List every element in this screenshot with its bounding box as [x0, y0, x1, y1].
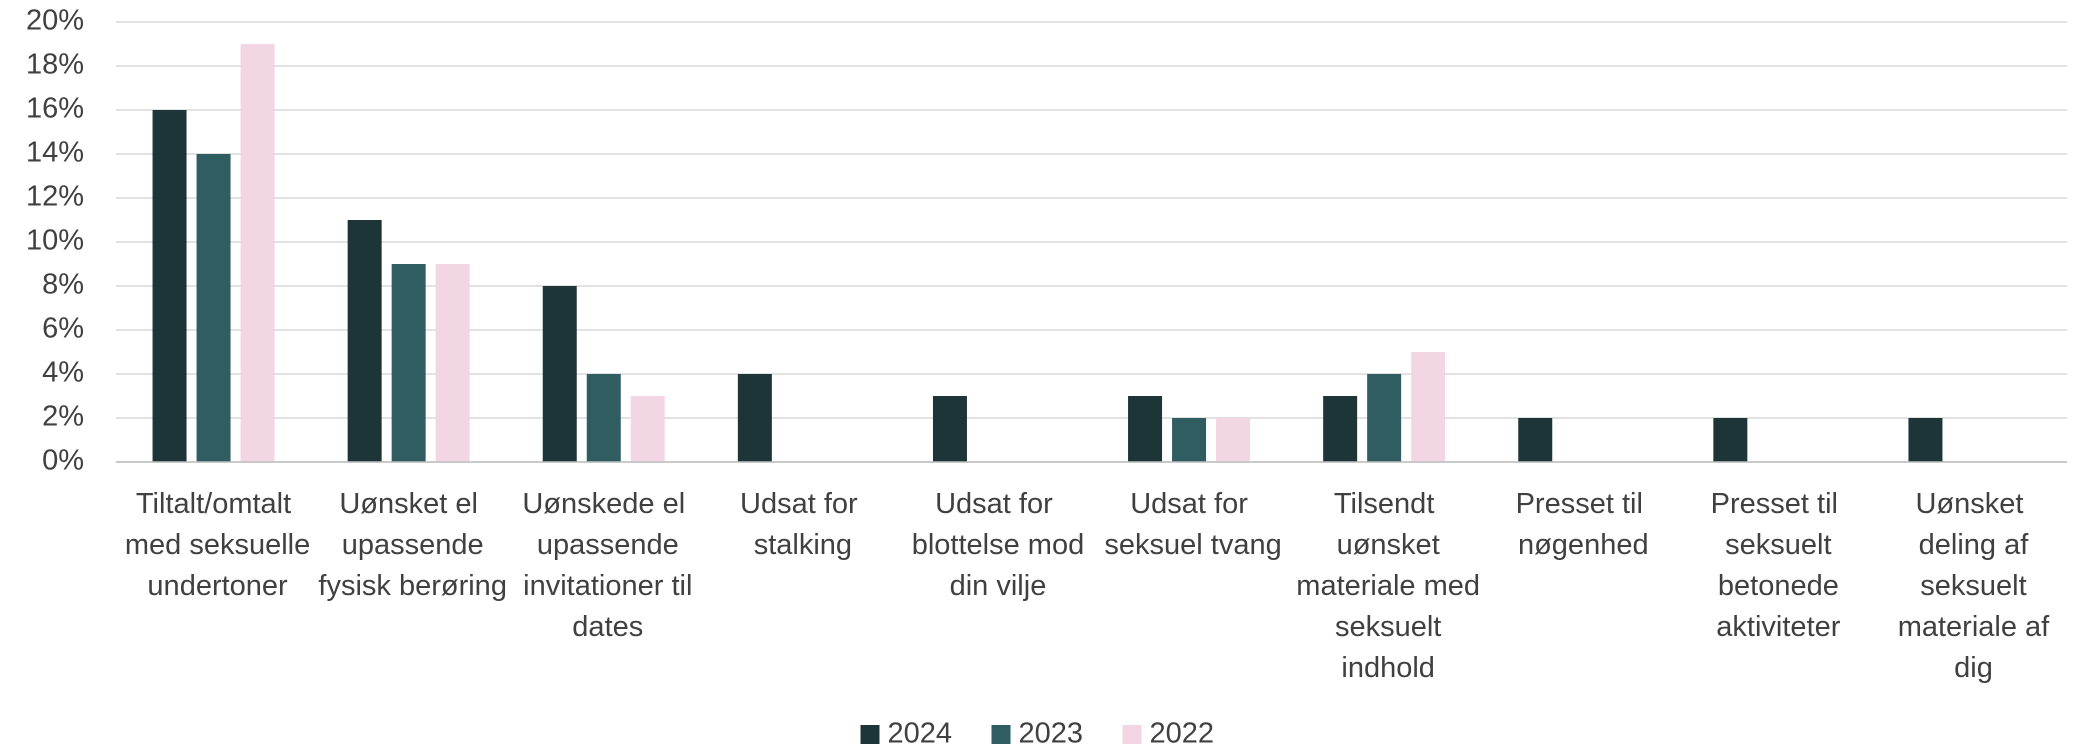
bar	[1216, 418, 1251, 462]
y-tick-label: 2%	[42, 401, 84, 433]
x-tick-label: Udsat for seksuel tvang	[1096, 488, 1281, 561]
bar	[1518, 418, 1553, 462]
bar	[1128, 396, 1163, 462]
y-tick-label: 14%	[26, 137, 84, 169]
x-tick-label: Udsat for stalking	[740, 488, 858, 561]
y-tick-label: 20%	[26, 5, 84, 37]
bar	[240, 44, 275, 462]
y-tick-label: 16%	[26, 93, 84, 125]
bar	[152, 110, 187, 462]
bar	[347, 220, 382, 462]
x-tick-label: Tiltalt/omtalt med seksuelle undertoner	[117, 488, 310, 602]
legend-swatch	[1122, 725, 1142, 744]
bar	[1367, 374, 1402, 462]
x-tick-label: Udsat for blottelse mod din vilje	[904, 488, 1085, 602]
bar	[435, 264, 470, 462]
y-tick-label: 8%	[42, 269, 84, 301]
bar	[586, 374, 621, 462]
bar	[932, 396, 967, 462]
x-tick-label: Uønsket deling af seksuelt materiale af …	[1890, 488, 2051, 684]
bar	[196, 154, 231, 462]
bar	[1411, 352, 1446, 462]
bar	[1713, 418, 1748, 462]
y-tick-label: 4%	[42, 357, 84, 389]
x-tick-label: Presset til seksuelt betonede aktivitete…	[1708, 488, 1840, 643]
bar	[542, 286, 577, 462]
legend-label: 2023	[1019, 718, 1084, 749]
bar	[391, 264, 426, 462]
bar	[1323, 396, 1358, 462]
y-tick-label: 12%	[26, 181, 84, 213]
y-tick-label: 10%	[26, 225, 84, 257]
y-tick-label: 18%	[26, 49, 84, 81]
y-tick-label: 6%	[42, 313, 84, 345]
x-tick-label: Uønsket el upassende fysisk berøring	[310, 488, 507, 602]
bar	[1908, 418, 1943, 462]
legend-label: 2022	[1150, 718, 1215, 749]
legend-swatch	[991, 725, 1011, 744]
legend-swatch	[860, 725, 880, 744]
x-tick-label: Presset til nøgenhed	[1510, 488, 1649, 561]
x-tick-label: Tilsendt uønsket materiale med seksuelt …	[1288, 488, 1480, 684]
x-tick-label: Uønskede el upassende invitationer til d…	[515, 488, 692, 643]
bar	[630, 396, 665, 462]
legend-label: 2024	[888, 718, 953, 749]
y-tick-label: 0%	[42, 445, 84, 477]
bar	[737, 374, 772, 462]
bar	[1172, 418, 1207, 462]
